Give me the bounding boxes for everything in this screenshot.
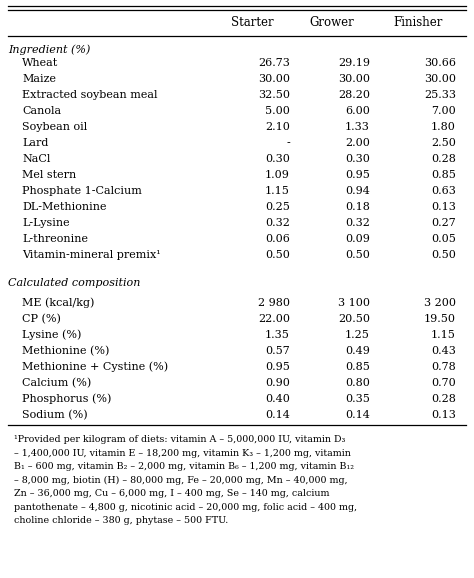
Text: 0.49: 0.49 bbox=[345, 346, 370, 356]
Text: 19.50: 19.50 bbox=[424, 314, 456, 324]
Text: – 8,000 mg, biotin (H) – 80,000 mg, Fe – 20,000 mg, Mn – 40,000 mg,: – 8,000 mg, biotin (H) – 80,000 mg, Fe –… bbox=[14, 476, 347, 484]
Text: L-threonine: L-threonine bbox=[22, 234, 88, 244]
Text: 2.00: 2.00 bbox=[345, 138, 370, 148]
Text: Mel stern: Mel stern bbox=[22, 170, 76, 180]
Text: 22.00: 22.00 bbox=[258, 314, 290, 324]
Text: ¹Provided per kilogram of diets: vitamin A – 5,000,000 IU, vitamin D₃: ¹Provided per kilogram of diets: vitamin… bbox=[14, 435, 346, 444]
Text: 30.00: 30.00 bbox=[424, 74, 456, 84]
Text: 30.00: 30.00 bbox=[338, 74, 370, 84]
Text: -: - bbox=[286, 138, 290, 148]
Text: 0.13: 0.13 bbox=[431, 410, 456, 420]
Text: 0.30: 0.30 bbox=[345, 154, 370, 164]
Text: 3 200: 3 200 bbox=[424, 298, 456, 308]
Text: 20.50: 20.50 bbox=[338, 314, 370, 324]
Text: 1.15: 1.15 bbox=[431, 330, 456, 340]
Text: 0.50: 0.50 bbox=[431, 250, 456, 260]
Text: Vitamin-mineral premix¹: Vitamin-mineral premix¹ bbox=[22, 250, 161, 260]
Text: 1.35: 1.35 bbox=[265, 330, 290, 340]
Text: 0.85: 0.85 bbox=[345, 362, 370, 372]
Text: 0.40: 0.40 bbox=[265, 394, 290, 404]
Text: 0.50: 0.50 bbox=[265, 250, 290, 260]
Text: Canola: Canola bbox=[22, 106, 61, 116]
Text: 30.66: 30.66 bbox=[424, 58, 456, 68]
Text: Finisher: Finisher bbox=[393, 17, 443, 29]
Text: 0.35: 0.35 bbox=[345, 394, 370, 404]
Text: 0.25: 0.25 bbox=[265, 202, 290, 212]
Text: Soybean oil: Soybean oil bbox=[22, 122, 87, 132]
Text: 1.15: 1.15 bbox=[265, 186, 290, 196]
Text: 1.25: 1.25 bbox=[345, 330, 370, 340]
Text: 0.28: 0.28 bbox=[431, 394, 456, 404]
Text: B₁ – 600 mg, vitamin B₂ – 2,000 mg, vitamin B₆ – 1,200 mg, vitamin B₁₂: B₁ – 600 mg, vitamin B₂ – 2,000 mg, vita… bbox=[14, 462, 354, 471]
Text: L-Lysine: L-Lysine bbox=[22, 218, 70, 228]
Text: DL-Methionine: DL-Methionine bbox=[22, 202, 107, 212]
Text: 2.10: 2.10 bbox=[265, 122, 290, 132]
Text: 30.00: 30.00 bbox=[258, 74, 290, 84]
Text: 0.70: 0.70 bbox=[431, 378, 456, 388]
Text: Calcium (%): Calcium (%) bbox=[22, 378, 91, 388]
Text: 0.14: 0.14 bbox=[265, 410, 290, 420]
Text: 5.00: 5.00 bbox=[265, 106, 290, 116]
Text: 0.90: 0.90 bbox=[265, 378, 290, 388]
Text: 0.05: 0.05 bbox=[431, 234, 456, 244]
Text: 25.33: 25.33 bbox=[424, 90, 456, 100]
Text: 0.28: 0.28 bbox=[431, 154, 456, 164]
Text: Starter: Starter bbox=[231, 17, 273, 29]
Text: Maize: Maize bbox=[22, 74, 56, 84]
Text: Extracted soybean meal: Extracted soybean meal bbox=[22, 90, 157, 100]
Text: Zn – 36,000 mg, Cu – 6,000 mg, I – 400 mg, Se – 140 mg, calcium: Zn – 36,000 mg, Cu – 6,000 mg, I – 400 m… bbox=[14, 489, 329, 498]
Text: 29.19: 29.19 bbox=[338, 58, 370, 68]
Text: 0.32: 0.32 bbox=[265, 218, 290, 228]
Text: 26.73: 26.73 bbox=[258, 58, 290, 68]
Text: 0.32: 0.32 bbox=[345, 218, 370, 228]
Text: 0.63: 0.63 bbox=[431, 186, 456, 196]
Text: 32.50: 32.50 bbox=[258, 90, 290, 100]
Text: NaCl: NaCl bbox=[22, 154, 50, 164]
Text: 2.50: 2.50 bbox=[431, 138, 456, 148]
Text: 7.00: 7.00 bbox=[431, 106, 456, 116]
Text: Lard: Lard bbox=[22, 138, 48, 148]
Text: 0.80: 0.80 bbox=[345, 378, 370, 388]
Text: 0.30: 0.30 bbox=[265, 154, 290, 164]
Text: 0.09: 0.09 bbox=[345, 234, 370, 244]
Text: Lysine (%): Lysine (%) bbox=[22, 329, 82, 340]
Text: 0.06: 0.06 bbox=[265, 234, 290, 244]
Text: Methionine + Cystine (%): Methionine + Cystine (%) bbox=[22, 362, 168, 372]
Text: 0.85: 0.85 bbox=[431, 170, 456, 180]
Text: 0.95: 0.95 bbox=[265, 362, 290, 372]
Text: 0.57: 0.57 bbox=[265, 346, 290, 356]
Text: CP (%): CP (%) bbox=[22, 314, 61, 324]
Text: 0.43: 0.43 bbox=[431, 346, 456, 356]
Text: 1.33: 1.33 bbox=[345, 122, 370, 132]
Text: Ingredient (%): Ingredient (%) bbox=[8, 45, 91, 55]
Text: 0.78: 0.78 bbox=[431, 362, 456, 372]
Text: Wheat: Wheat bbox=[22, 58, 58, 68]
Text: Calculated composition: Calculated composition bbox=[8, 278, 140, 288]
Text: 1.80: 1.80 bbox=[431, 122, 456, 132]
Text: ME (kcal/kg): ME (kcal/kg) bbox=[22, 298, 94, 308]
Text: 0.14: 0.14 bbox=[345, 410, 370, 420]
Text: 0.13: 0.13 bbox=[431, 202, 456, 212]
Text: 3 100: 3 100 bbox=[338, 298, 370, 308]
Text: 0.18: 0.18 bbox=[345, 202, 370, 212]
Text: pantothenate – 4,800 g, nicotinic acid – 20,000 mg, folic acid – 400 mg,: pantothenate – 4,800 g, nicotinic acid –… bbox=[14, 502, 357, 512]
Text: Methionine (%): Methionine (%) bbox=[22, 346, 109, 356]
Text: 6.00: 6.00 bbox=[345, 106, 370, 116]
Text: Grower: Grower bbox=[310, 17, 355, 29]
Text: 1.09: 1.09 bbox=[265, 170, 290, 180]
Text: choline chloride – 380 g, phytase – 500 FTU.: choline chloride – 380 g, phytase – 500 … bbox=[14, 516, 228, 525]
Text: Phosphate 1-Calcium: Phosphate 1-Calcium bbox=[22, 186, 142, 196]
Text: – 1,400,000 IU, vitamin E – 18,200 mg, vitamin K₃ – 1,200 mg, vitamin: – 1,400,000 IU, vitamin E – 18,200 mg, v… bbox=[14, 449, 351, 458]
Text: Sodium (%): Sodium (%) bbox=[22, 410, 88, 420]
Text: 0.50: 0.50 bbox=[345, 250, 370, 260]
Text: 2 980: 2 980 bbox=[258, 298, 290, 308]
Text: 0.27: 0.27 bbox=[431, 218, 456, 228]
Text: 0.95: 0.95 bbox=[345, 170, 370, 180]
Text: Phosphorus (%): Phosphorus (%) bbox=[22, 394, 111, 404]
Text: 28.20: 28.20 bbox=[338, 90, 370, 100]
Text: 0.94: 0.94 bbox=[345, 186, 370, 196]
